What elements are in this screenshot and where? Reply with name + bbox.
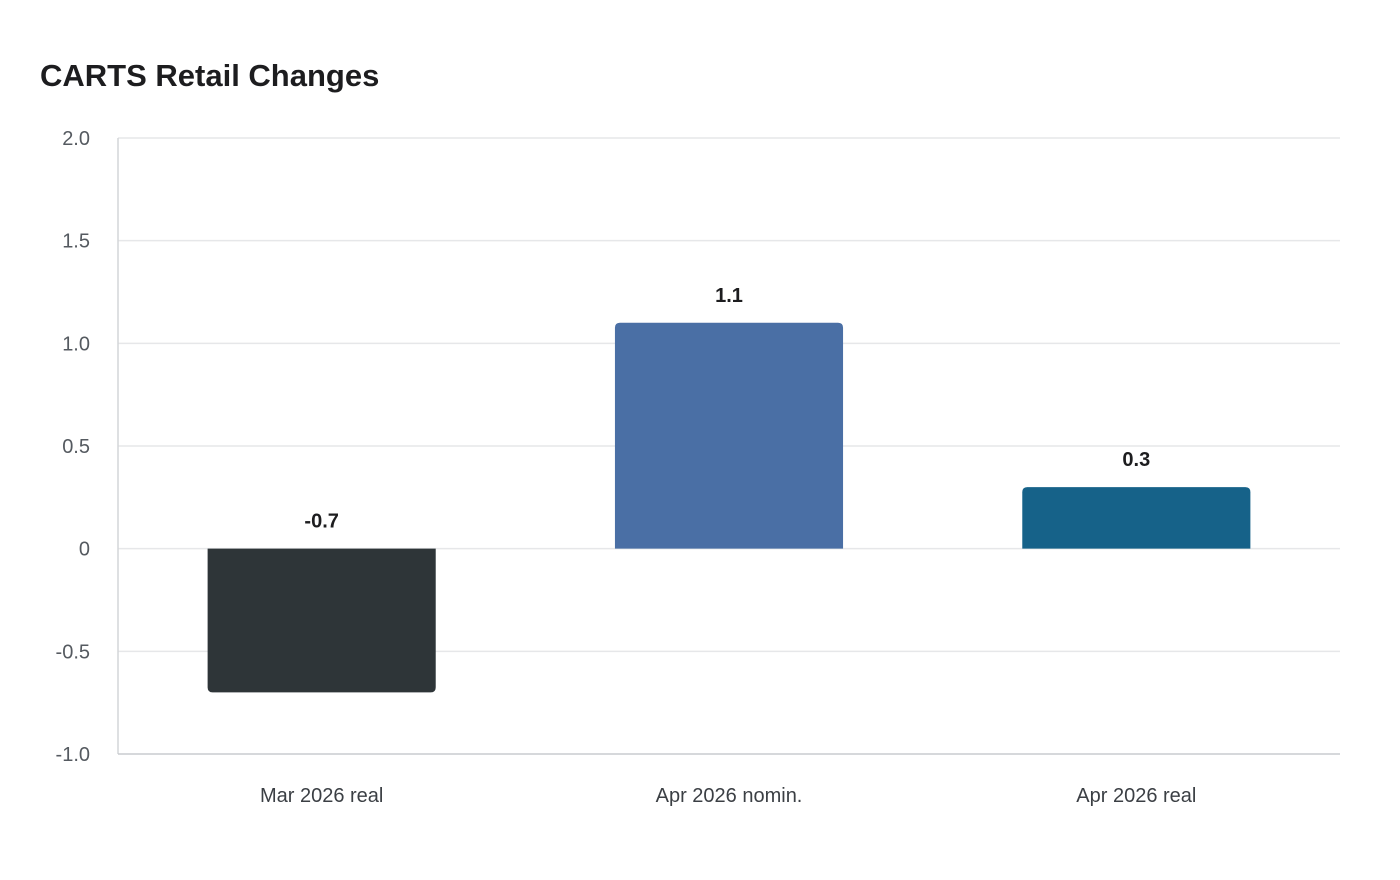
axes: [117, 138, 1340, 755]
y-tick-label: -0.5: [56, 641, 90, 663]
bar: [1022, 487, 1251, 549]
data-label: 0.3: [1122, 449, 1150, 471]
y-tick-label: 0.5: [62, 436, 90, 458]
x-tick-label: Mar 2026 real: [260, 785, 383, 807]
y-tick-label: 0: [79, 539, 90, 561]
chart-title: CARTS Retail Changes: [40, 58, 380, 93]
y-tick-label: 1.5: [62, 231, 90, 253]
data-label: 1.1: [715, 285, 743, 307]
bar: [614, 322, 844, 549]
x-tick-label: Apr 2026 nomin.: [656, 785, 803, 807]
bar: [207, 548, 436, 693]
y-tick-label: 2.0: [62, 128, 90, 150]
labels: -1.0 -0.5 0 0.5 1.0 1.5 2.0 -0.7 Mar 2026 real 1.…: [56, 128, 1197, 807]
y-tick-label: 1.0: [62, 333, 90, 355]
x-tick-label: Apr 2026 real: [1076, 785, 1196, 807]
data-label: -0.7: [304, 511, 338, 533]
y-tick-label: -1.0: [56, 744, 90, 766]
bars: [207, 322, 1251, 693]
